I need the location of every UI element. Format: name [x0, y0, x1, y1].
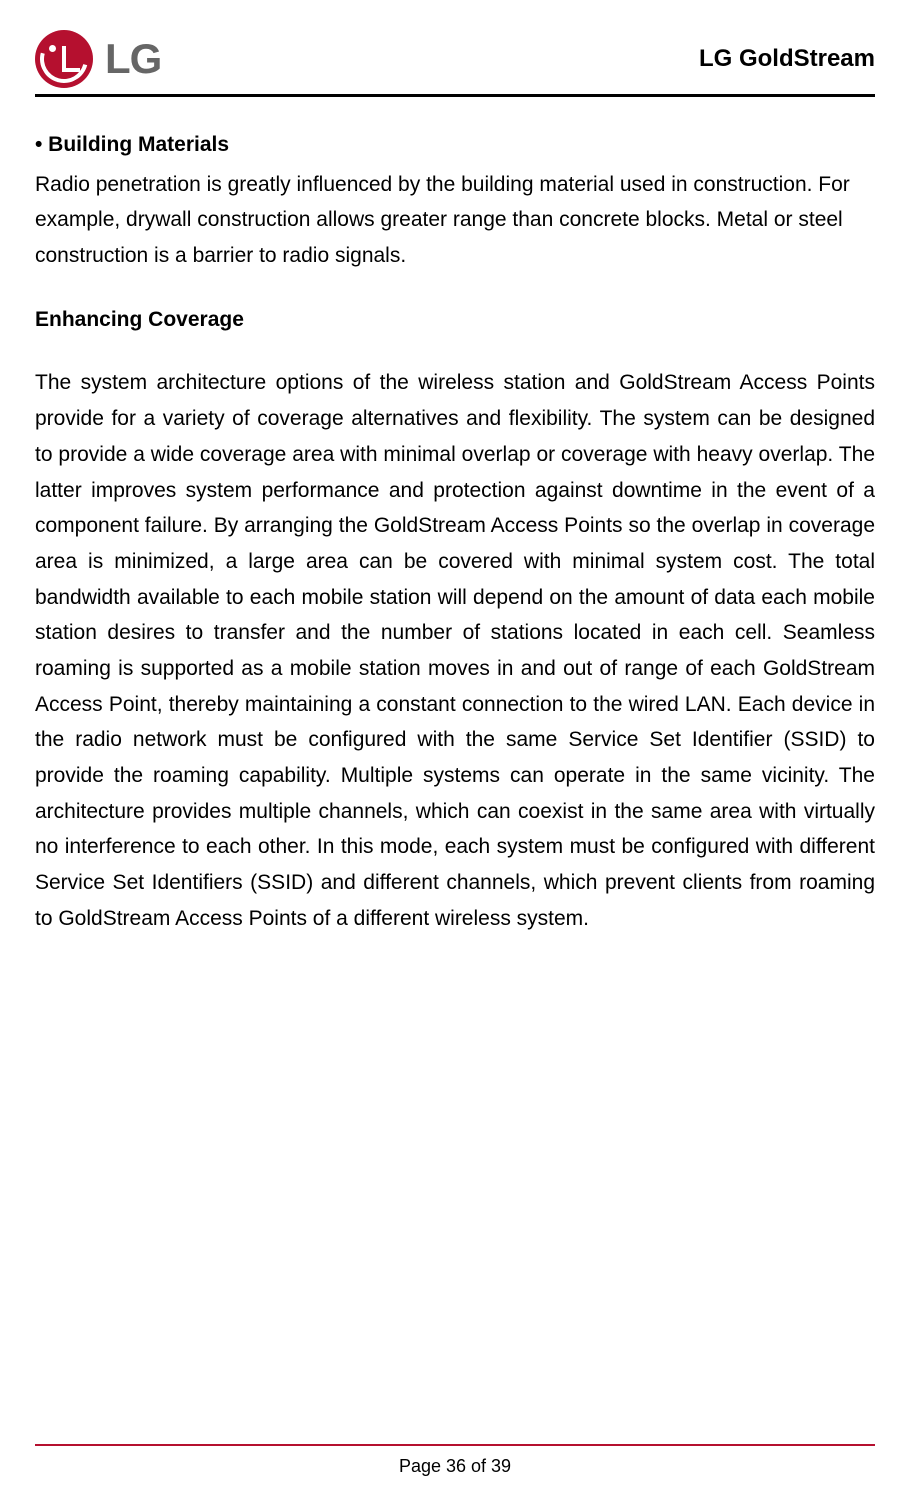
page-container: LG LG GoldStream • Building Materials Ra… — [0, 0, 910, 1507]
lg-logo-mouth-icon — [62, 68, 80, 72]
section-heading-building-materials: • Building Materials — [35, 127, 875, 163]
logo-text: LG — [105, 35, 161, 83]
content-area: • Building Materials Radio penetration i… — [35, 127, 875, 1487]
page-footer: Page 36 of 39 — [35, 1444, 875, 1477]
section-title-enhancing-coverage: Enhancing Coverage — [35, 302, 875, 338]
page-number: Page 36 of 39 — [399, 1456, 511, 1476]
lg-logo-eye-icon — [49, 45, 56, 52]
logo-container: LG — [35, 30, 161, 88]
page-header: LG LG GoldStream — [35, 30, 875, 97]
lg-logo-icon — [35, 30, 93, 88]
section-body-building-materials: Radio penetration is greatly influenced … — [35, 167, 875, 274]
lg-logo-nose-icon — [62, 46, 66, 68]
lg-logo-face-icon — [35, 30, 93, 88]
section-body-enhancing-coverage: The system architecture options of the w… — [35, 365, 875, 936]
header-title: LG GoldStream — [699, 45, 875, 73]
